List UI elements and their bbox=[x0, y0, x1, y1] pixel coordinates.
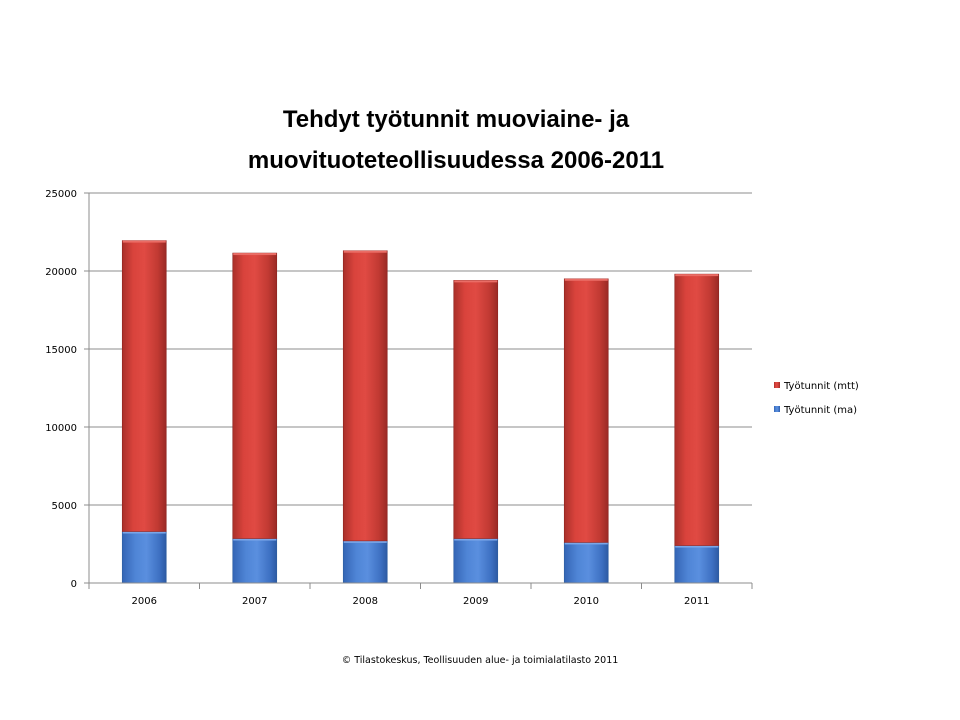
axes bbox=[88, 193, 752, 584]
bar-highlight bbox=[564, 542, 608, 545]
bar-mtt-2006 bbox=[121, 240, 167, 532]
bar-highlight bbox=[343, 250, 387, 253]
bar-highlight bbox=[454, 538, 498, 541]
bar-highlight bbox=[454, 280, 498, 283]
x-tick-label: 2008 bbox=[353, 596, 378, 607]
x-axis-ticks: 2006 2007 2008 2009 2010 2011 bbox=[88, 583, 753, 607]
x-tick-label: 2010 bbox=[574, 596, 599, 607]
bar-mtt-2007 bbox=[232, 252, 278, 539]
y-tick-label: 10000 bbox=[45, 423, 77, 434]
x-tick-label: 2011 bbox=[684, 596, 709, 607]
y-tick-label: 5000 bbox=[52, 501, 77, 512]
bar-highlight bbox=[122, 531, 166, 534]
x-tick-label: 2006 bbox=[132, 596, 157, 607]
legend: Työtunnit (mtt) Työtunnit (ma) bbox=[774, 381, 859, 416]
x-tick-label: 2007 bbox=[242, 596, 267, 607]
x-tick-label: 2009 bbox=[463, 596, 488, 607]
bar-mtt-2010 bbox=[563, 278, 609, 543]
legend-swatch-ma bbox=[774, 406, 780, 412]
bar-ma-2010 bbox=[563, 542, 609, 584]
bar-highlight bbox=[233, 538, 277, 541]
legend-label-ma: Työtunnit (ma) bbox=[783, 405, 857, 416]
chart-title-line-2: muovituoteteollisuudessa 2006-2011 bbox=[248, 147, 664, 174]
bar-mtt-2009 bbox=[453, 280, 499, 539]
y-tick-label: 25000 bbox=[45, 189, 77, 200]
bar-ma-2006 bbox=[121, 531, 167, 584]
chart-title-line-1: Tehdyt työtunnit muoviaine- ja bbox=[283, 106, 630, 133]
bar-mtt-2011 bbox=[674, 273, 720, 546]
bar-ma-2009 bbox=[453, 538, 499, 584]
bar-highlight bbox=[343, 540, 387, 543]
bar-highlight bbox=[122, 240, 166, 243]
bar-highlight bbox=[564, 278, 608, 281]
legend-swatch-mtt bbox=[774, 382, 780, 388]
legend-label-mtt: Työtunnit (mtt) bbox=[783, 381, 859, 392]
gridlines bbox=[89, 192, 752, 584]
source-footer: © Tilastokeskus, Teollisuuden alue- ja t… bbox=[341, 655, 619, 666]
bar-mtt-2008 bbox=[342, 250, 388, 542]
bar-ma-2011 bbox=[674, 545, 720, 584]
bar-highlight bbox=[675, 545, 719, 548]
bar-ma-2008 bbox=[342, 540, 388, 584]
y-tick-label: 15000 bbox=[45, 345, 77, 356]
y-tick-label: 0 bbox=[71, 579, 77, 590]
y-tick-label: 20000 bbox=[45, 267, 77, 278]
bar-highlight bbox=[675, 274, 719, 277]
bar-ma-2007 bbox=[232, 538, 278, 584]
y-axis-ticks: 0 5000 10000 15000 20000 25000 bbox=[45, 189, 89, 590]
bar-highlight bbox=[233, 253, 277, 256]
bar-group bbox=[121, 240, 720, 584]
